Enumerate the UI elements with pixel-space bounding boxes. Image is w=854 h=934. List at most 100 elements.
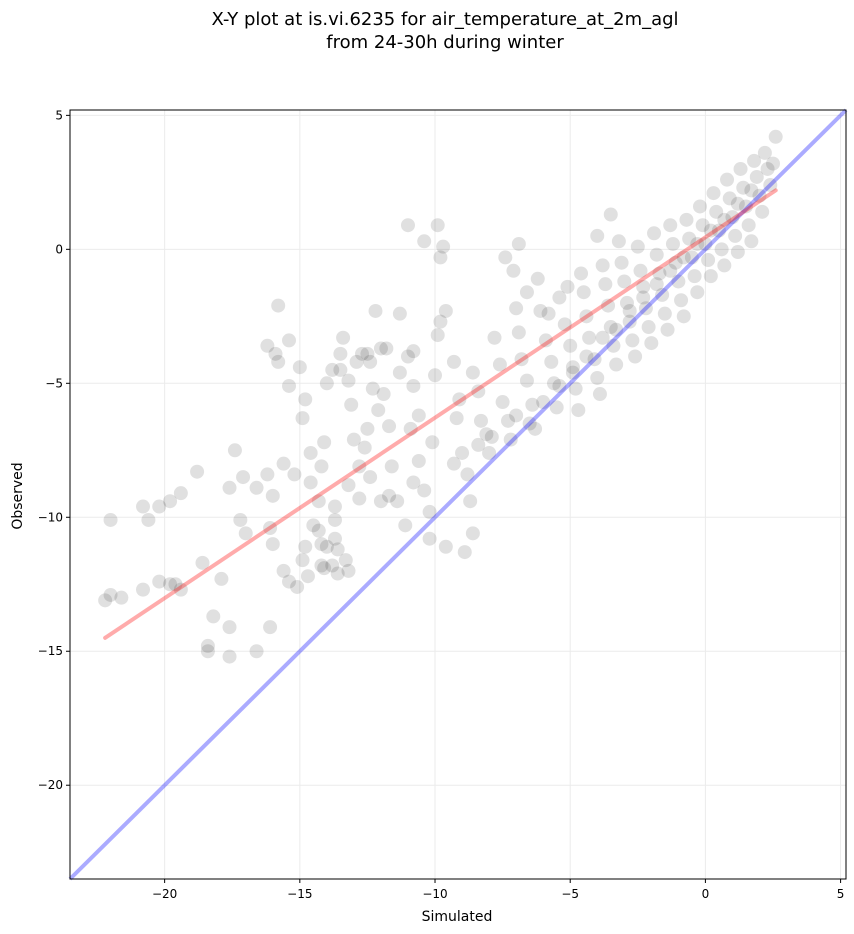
scatter-point xyxy=(619,295,634,310)
scatter-point xyxy=(563,338,578,353)
scatter-point xyxy=(403,421,418,436)
scatter-point xyxy=(103,512,118,527)
scatter-point xyxy=(744,183,759,198)
scatter-point xyxy=(438,539,453,554)
scatter-point xyxy=(684,250,699,265)
scatter-point xyxy=(333,346,348,361)
scatter-point xyxy=(330,542,345,557)
scatter-point xyxy=(519,373,534,388)
scatter-point xyxy=(336,330,351,345)
scatter-point xyxy=(660,322,675,337)
scatter-point xyxy=(295,553,310,568)
scatter-point xyxy=(565,365,580,380)
scatter-point xyxy=(590,370,605,385)
scatter-point xyxy=(392,306,407,321)
scatter-point xyxy=(549,400,564,415)
scatter-point xyxy=(206,609,221,624)
scatter-point xyxy=(473,413,488,428)
scatter-point xyxy=(530,271,545,286)
scatter-point xyxy=(373,494,388,509)
scatter-point xyxy=(438,303,453,318)
scatter-point xyxy=(263,520,278,535)
scatter-point xyxy=(406,378,421,393)
scatter-point xyxy=(533,303,548,318)
scatter-point xyxy=(314,459,329,474)
scatter-point xyxy=(163,577,178,592)
scatter-point xyxy=(460,467,475,482)
x-axis-ticks: −20 −15 −10 −5 0 5 xyxy=(152,879,844,901)
scatter-point xyxy=(290,579,305,594)
scatter-point xyxy=(163,494,178,509)
scatter-point xyxy=(260,467,275,482)
scatter-point xyxy=(676,250,691,265)
scatter-point xyxy=(455,445,470,460)
scatter-point xyxy=(341,478,356,493)
scatter-point xyxy=(720,172,735,187)
scatter-point xyxy=(609,357,624,372)
scatter-point xyxy=(446,456,461,471)
scatter-point xyxy=(603,320,618,335)
scatter-point xyxy=(384,459,399,474)
scatter-point xyxy=(763,178,778,193)
scatter-point xyxy=(665,236,680,251)
scatter-point xyxy=(327,499,342,514)
scatter-point xyxy=(363,470,378,485)
scatter-point xyxy=(341,563,356,578)
scatter-point xyxy=(498,250,513,265)
scatter-point xyxy=(625,333,640,348)
scatter-point xyxy=(592,387,607,402)
scatter-point xyxy=(647,226,662,241)
scatter-point xyxy=(398,518,413,533)
scatter-point xyxy=(603,207,618,222)
scatter-point xyxy=(557,317,572,332)
scatter-point xyxy=(298,539,313,554)
y-tick-label: −20 xyxy=(38,778,63,792)
scatter-point xyxy=(622,303,637,318)
scatter-point xyxy=(484,429,499,444)
scatter-point xyxy=(717,258,732,273)
scatter-point xyxy=(717,212,732,227)
scatter-point xyxy=(314,558,329,573)
scatter-point xyxy=(265,537,280,552)
plot-frame xyxy=(69,109,847,880)
scatter-point xyxy=(538,333,553,348)
scatter-point xyxy=(574,266,589,281)
scatter-point xyxy=(325,558,340,573)
scatter-point xyxy=(655,287,670,302)
scatter-point xyxy=(276,563,291,578)
scatter-point xyxy=(495,395,510,410)
scatter-point xyxy=(311,494,326,509)
scatter-point xyxy=(352,459,367,474)
scatter-point xyxy=(417,483,432,498)
scatter-point xyxy=(636,279,651,294)
scatter-point xyxy=(449,411,464,426)
scatter-point xyxy=(168,577,183,592)
scatter-point xyxy=(760,161,775,176)
scatter-point xyxy=(492,357,507,372)
scatter-point xyxy=(522,416,537,431)
scatter-point xyxy=(260,338,275,353)
scatter-point xyxy=(333,362,348,377)
scatter-point xyxy=(355,346,370,361)
scatter-point xyxy=(692,199,707,214)
scatter-point xyxy=(238,526,253,541)
scatter-point xyxy=(300,569,315,584)
scatter-point xyxy=(303,475,318,490)
scatter-point xyxy=(733,161,748,176)
scatter-point xyxy=(360,421,375,436)
scatter-point xyxy=(390,494,405,509)
scatter-point xyxy=(676,309,691,324)
scatter-point xyxy=(344,397,359,412)
scatter-point xyxy=(430,328,445,343)
scatter-point xyxy=(365,381,380,396)
scatter-point xyxy=(674,293,689,308)
scatter-point xyxy=(136,582,151,597)
scatter-point xyxy=(728,228,743,243)
x-tick-label: 5 xyxy=(837,887,845,901)
scatter-point xyxy=(528,421,543,436)
scatter-point xyxy=(595,258,610,273)
scatter-point xyxy=(703,223,718,238)
scatter-point xyxy=(417,234,432,249)
scatter-point xyxy=(338,553,353,568)
scatter-point xyxy=(411,454,426,469)
